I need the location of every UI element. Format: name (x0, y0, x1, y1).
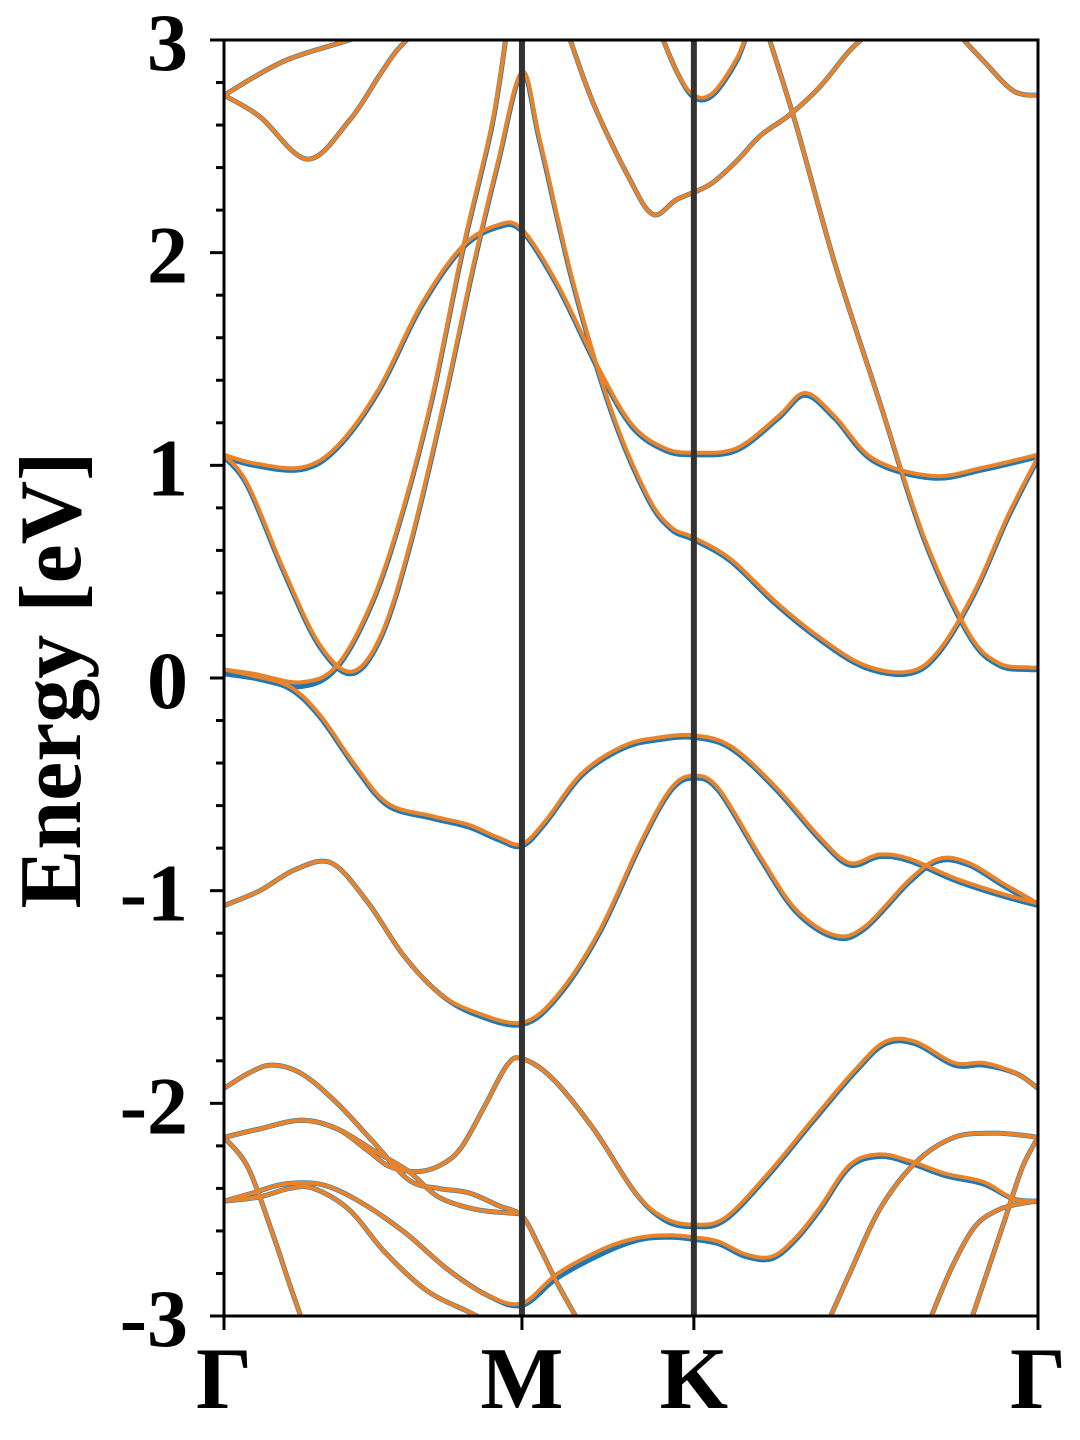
y-tick-label-1: 2 (147, 210, 188, 301)
band-line-s1-18 (661, 40, 747, 100)
y-tick-label-2: 1 (147, 422, 188, 513)
x-tick-label-0: Γ (196, 1331, 252, 1428)
band-line-s0-10 (224, 1117, 525, 1217)
y-tick-label-5: -2 (120, 1060, 188, 1151)
band-line-s0-4 (224, 40, 509, 690)
band-line-s0-13 (224, 1153, 1038, 1309)
band-line-s0-6 (567, 40, 865, 218)
band-line-s1-7 (767, 40, 1038, 670)
k-point-lines (518, 40, 697, 1316)
band-line-s0-8 (224, 775, 1038, 1028)
y-tick-label-6: -3 (120, 1273, 188, 1364)
band-line-s1-4 (224, 40, 508, 685)
band-line-s1-14 (224, 1135, 303, 1316)
band-line-s1-8 (224, 773, 1038, 1026)
band-line-s1-13 (224, 1152, 1038, 1307)
band-line-s0-2 (224, 221, 1038, 481)
band-line-s1-17 (970, 1135, 1038, 1316)
band-line-s1-15 (828, 1131, 1038, 1316)
y-tick-label-0: 3 (147, 0, 188, 88)
plot-frame (222, 38, 1040, 1318)
band-line-s1-3 (224, 69, 1038, 675)
band-line-s1-11 (224, 1036, 1038, 1227)
x-tick-label-3: Γ (1010, 1331, 1066, 1428)
band-line-s1-2 (224, 220, 1038, 479)
y-axis-label: Energy [eV] (3, 452, 100, 909)
x-tick-label-2: K (660, 1331, 728, 1428)
band-line-s1-5 (224, 667, 1038, 906)
band-line-s1-12 (224, 1184, 482, 1316)
band-line-s1-16 (929, 1199, 1038, 1316)
band-line-s1-1 (224, 40, 355, 98)
band-line-s1-9 (224, 1063, 578, 1316)
x-tick-label-1: M (480, 1331, 563, 1428)
y-axis-ticks: 3 2 1 0 -1 -2 -3 (120, 0, 224, 1364)
band-line-s0-3 (224, 71, 1038, 678)
y-tick-label-4: -1 (120, 848, 188, 939)
band-line-s1-0 (224, 40, 410, 162)
y-tick-label-3: 0 (147, 635, 188, 726)
band-line-s0-7 (767, 40, 1038, 673)
band-line-s1-19 (961, 40, 1038, 98)
bands-layer (224, 40, 1038, 1316)
band-line-s0-9 (224, 1062, 579, 1316)
band-line-s1-6 (568, 40, 864, 217)
band-line-s1-10 (224, 1118, 524, 1216)
